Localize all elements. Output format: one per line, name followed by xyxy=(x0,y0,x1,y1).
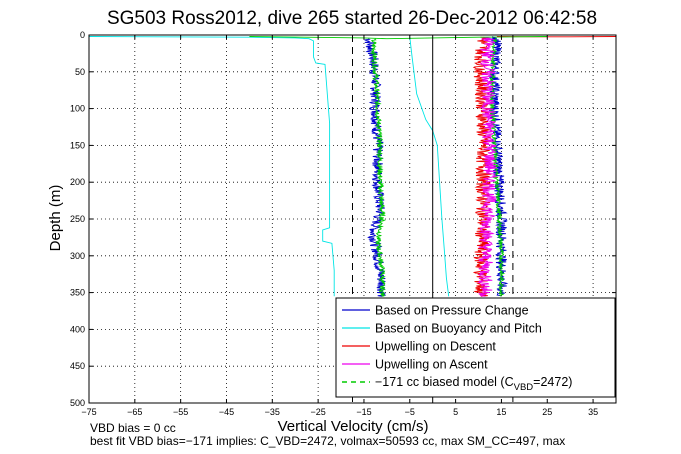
y-tick-label: 450 xyxy=(70,361,85,371)
series-line xyxy=(88,36,335,297)
series-line xyxy=(409,37,450,297)
y-tick-label: 100 xyxy=(70,104,85,114)
x-tick-label: −35 xyxy=(265,407,280,417)
legend-entry-upwelling-ascent: Upwelling on Ascent xyxy=(342,358,488,372)
x-tick-label: 15 xyxy=(496,407,506,417)
y-tick-label: 200 xyxy=(70,177,85,187)
series-line xyxy=(369,38,387,297)
legend-box xyxy=(335,297,616,398)
series-line xyxy=(364,38,387,297)
legend-entry-pressure: Based on Pressure Change xyxy=(342,304,529,318)
x-tick-label: −15 xyxy=(356,407,371,417)
data-series xyxy=(88,36,617,297)
x-axis-label: Vertical Velocity (cm/s) xyxy=(278,418,429,435)
x-tick-label: 5 xyxy=(453,407,458,417)
x-tick-label: −45 xyxy=(219,407,234,417)
y-tick-label: 50 xyxy=(75,67,85,77)
legend-label: Upwelling on Descent xyxy=(375,340,496,354)
footer-line-1: VBD bias = 0 cc xyxy=(90,421,176,435)
x-tick-label: −75 xyxy=(81,407,96,417)
legend-label: Upwelling on Ascent xyxy=(375,358,488,372)
legend-label-prefix: −171 cc biased model (C xyxy=(375,375,514,389)
legend: Based on Pressure Change Based on Buoyan… xyxy=(335,297,616,398)
y-tick-label: 250 xyxy=(70,214,85,224)
x-tick-label: −25 xyxy=(310,407,325,417)
y-tick-label: 150 xyxy=(70,140,85,150)
x-tick-label: 25 xyxy=(542,407,552,417)
series-line xyxy=(477,36,498,297)
y-tick-label: 500 xyxy=(70,398,85,408)
legend-label: Based on Pressure Change xyxy=(375,304,529,318)
x-tick-label: 35 xyxy=(588,407,598,417)
x-axis-ticks: −75 −65 −55 −45 −35 −25 −15 −5 5 15 25 35 xyxy=(81,35,598,417)
x-tick-label: −65 xyxy=(127,407,142,417)
legend-entry-biased-model: −171 cc biased model (CVBD=2472) xyxy=(342,375,572,393)
y-tick-label: 400 xyxy=(70,324,85,334)
x-tick-label: −55 xyxy=(173,407,188,417)
legend-label-suffix: =2472) xyxy=(533,375,572,389)
legend-entry-buoyancy: Based on Buoyancy and Pitch xyxy=(342,322,542,336)
legend-label: −171 cc biased model (CVBD=2472) xyxy=(375,375,572,393)
x-tick-label: −5 xyxy=(405,407,415,417)
y-tick-label: 0 xyxy=(80,30,85,40)
legend-label-subscript: VBD xyxy=(514,382,534,393)
chart-title: SG503 Ross2012, dive 265 started 26-Dec-… xyxy=(107,8,597,29)
series-line xyxy=(488,36,509,297)
legend-entry-upwelling-descent: Upwelling on Descent xyxy=(342,340,496,354)
y-tick-label: 350 xyxy=(70,288,85,298)
footer-line-2: best fit VBD bias=−171 implies: C_VBD=24… xyxy=(90,434,565,448)
y-tick-label: 300 xyxy=(70,251,85,261)
y-axis-label: Depth (m) xyxy=(47,185,64,252)
legend-label: Based on Buoyancy and Pitch xyxy=(375,322,542,336)
